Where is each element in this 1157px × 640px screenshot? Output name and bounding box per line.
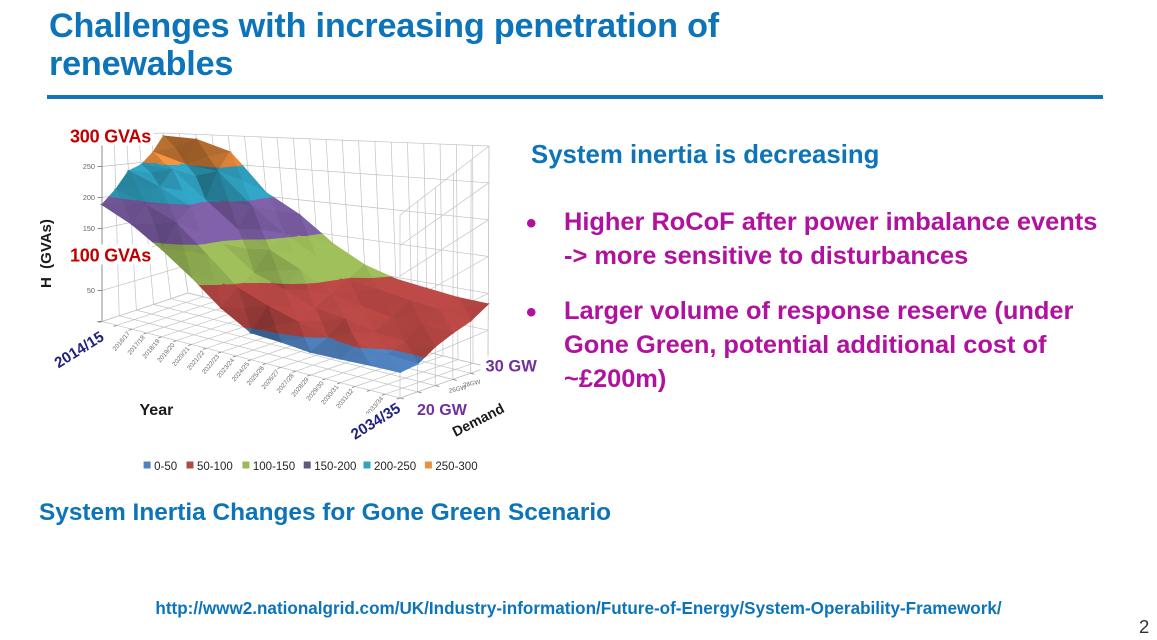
svg-text:28GW: 28GW bbox=[462, 379, 481, 390]
svg-text:50-100: 50-100 bbox=[197, 461, 233, 473]
svg-text:20 GW: 20 GW bbox=[417, 402, 468, 419]
svg-text:Year: Year bbox=[140, 402, 174, 419]
svg-text:100-150: 100-150 bbox=[253, 461, 295, 473]
svg-text:150: 150 bbox=[83, 224, 95, 233]
svg-text:H (GVAs): H (GVAs) bbox=[38, 219, 55, 288]
svg-text:250-300: 250-300 bbox=[435, 461, 477, 473]
svg-text:300 GVAs: 300 GVAs bbox=[70, 127, 151, 147]
svg-text:50: 50 bbox=[87, 286, 95, 295]
svg-text:250: 250 bbox=[83, 162, 95, 171]
svg-text:200-250: 200-250 bbox=[374, 461, 416, 473]
svg-text:150-200: 150-200 bbox=[314, 461, 356, 473]
svg-text:30 GW: 30 GW bbox=[486, 358, 538, 376]
svg-text:200: 200 bbox=[83, 193, 95, 202]
svg-text:26GW: 26GW bbox=[448, 384, 467, 395]
svg-text:100 GVAs: 100 GVAs bbox=[70, 246, 151, 266]
svg-text:0-50: 0-50 bbox=[154, 461, 177, 473]
